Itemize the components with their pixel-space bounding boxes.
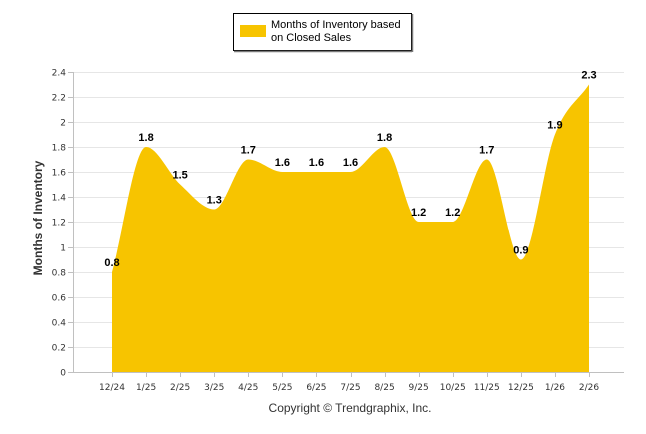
x-tick-label: 8/25	[374, 383, 394, 393]
area-series	[112, 84, 589, 372]
legend-label-line1: Months of Inventory based	[271, 19, 401, 31]
x-tick-label: 4/25	[238, 383, 258, 393]
x-tick-label: 7/25	[340, 383, 360, 393]
y-tick-label: 1.8	[52, 144, 67, 154]
y-tick-label: 1.4	[52, 194, 67, 204]
y-tick-label: 1.6	[52, 169, 67, 179]
x-tick-label: 12/24	[99, 383, 125, 393]
x-tick-label: 1/25	[136, 383, 156, 393]
x-tick-label: 1/26	[545, 383, 565, 393]
legend-label-line2: on Closed Sales	[271, 32, 352, 44]
data-label: 0.8	[104, 257, 119, 269]
data-labels: 0.8 1.8 1.5 1.3 1.7 1.6 1.6 1.6 1.8 1.2 1.2 1.7 0.9 1…	[104, 70, 596, 270]
y-tick-label: 2.4	[52, 69, 67, 79]
data-label: 1.8	[377, 132, 392, 144]
data-label: 1.3	[207, 195, 222, 207]
x-tick-label: 2/26	[579, 383, 599, 393]
x-tick-label: 5/25	[272, 383, 292, 393]
y-tick-label: 2	[60, 119, 66, 129]
data-label: 1.9	[547, 120, 562, 132]
x-tick-label: 2/25	[170, 383, 190, 393]
y-tick-label: 1.2	[52, 219, 66, 229]
x-tick-label: 3/25	[204, 383, 224, 393]
x-axis-ticks: 12/24 1/25 2/25 3/25 4/25 5/25 6/25 7/25 8/25 9/2…	[99, 372, 599, 393]
data-label: 1.6	[275, 157, 290, 169]
data-label: 1.2	[411, 207, 426, 219]
x-tick-label: 6/25	[306, 383, 326, 393]
data-label: 1.7	[479, 145, 494, 157]
data-label: 1.6	[309, 157, 324, 169]
y-tick-label: 1	[60, 244, 66, 254]
y-tick-label: 0.4	[52, 319, 67, 329]
y-tick-label: 2.2	[52, 94, 66, 104]
data-label: 1.2	[445, 207, 460, 219]
y-tick-label: 0	[60, 369, 66, 379]
x-tick-label: 11/25	[474, 383, 500, 393]
data-label: 2.3	[581, 70, 596, 82]
copyright-footer: Copyright © Trendgraphix, Inc.	[269, 401, 432, 415]
data-label: 1.7	[241, 145, 256, 157]
y-axis-ticks: 0 0.2 0.4 0.6 0.8 1 1.2 1.4 1.6 1.8 2 2.2 2.4	[52, 69, 73, 379]
legend-swatch	[240, 25, 266, 37]
x-tick-label: 12/25	[508, 383, 534, 393]
y-tick-label: 0.8	[52, 269, 67, 279]
x-tick-label: 10/25	[440, 383, 466, 393]
y-axis-title: Months of Inventory	[31, 160, 45, 275]
data-label: 1.8	[138, 132, 153, 144]
data-label: 0.9	[513, 245, 528, 257]
x-tick-label: 9/25	[409, 383, 429, 393]
y-tick-label: 0.2	[52, 344, 66, 354]
legend: Months of Inventory based on Closed Sale…	[233, 13, 414, 53]
data-label: 1.5	[172, 170, 187, 182]
y-tick-label: 0.6	[52, 294, 67, 304]
data-label: 1.6	[343, 157, 358, 169]
